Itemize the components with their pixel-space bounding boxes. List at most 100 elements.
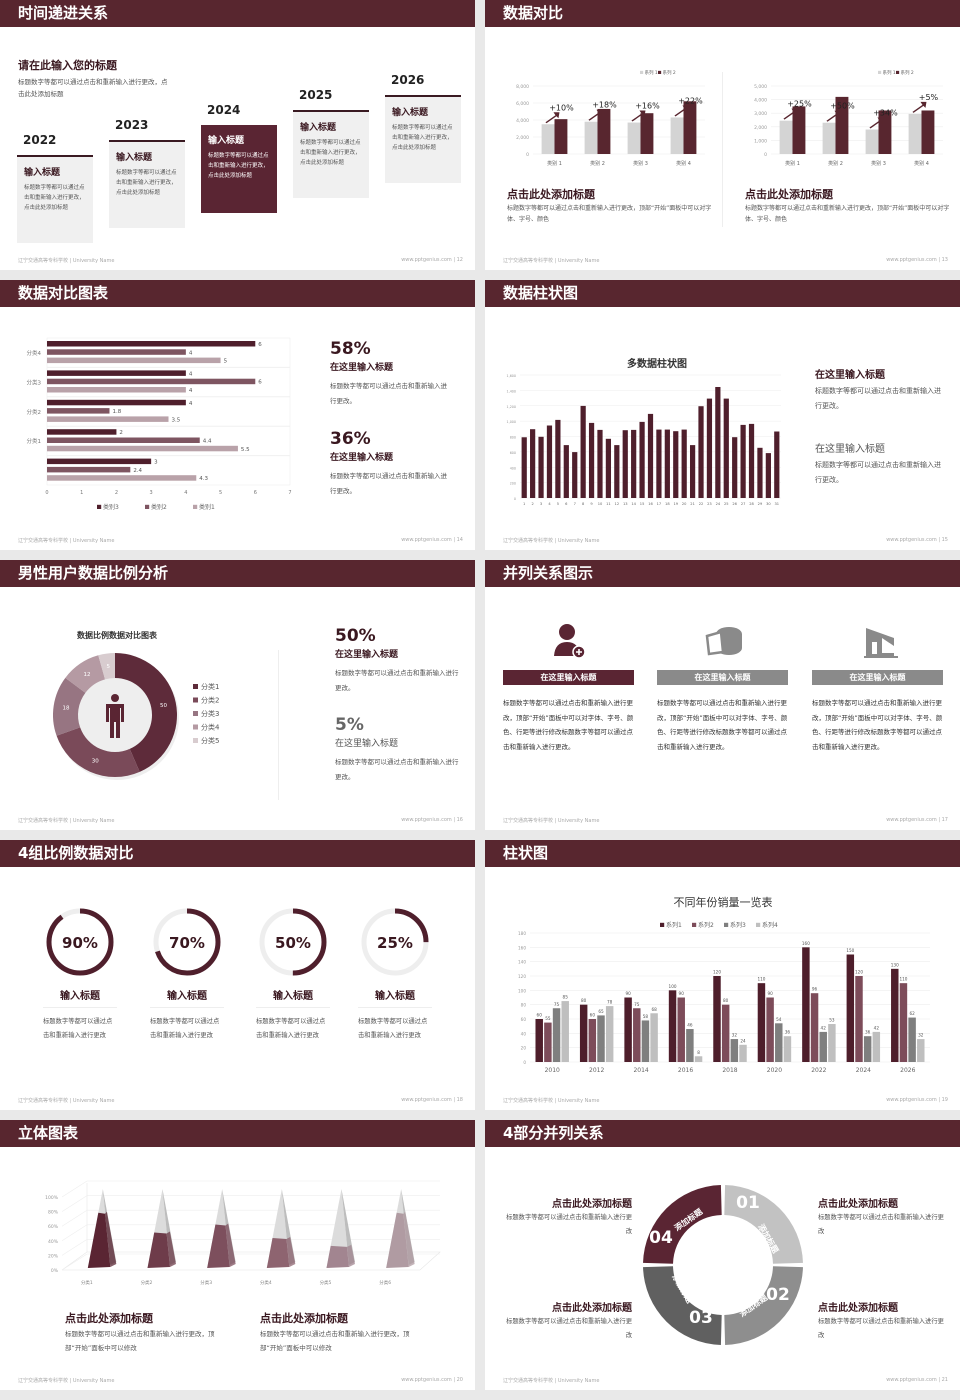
arrow-up-icon [912, 101, 927, 113]
data-label: 58 [643, 1014, 649, 1019]
data-label: 32 [732, 1033, 738, 1038]
x-tick-label: 6 [565, 502, 568, 506]
donut-slice [56, 727, 140, 777]
legend-swatch [97, 504, 102, 509]
data-label: 90 [679, 991, 685, 996]
legend-label: 类别1 [199, 503, 215, 511]
item-title: 输入标题 [60, 991, 100, 1002]
growth-label: +50% [830, 102, 855, 111]
x-tick-label: 分类6 [379, 1279, 391, 1286]
divider [150, 1007, 224, 1008]
footer-page: www.pptgenius.com | 12 [401, 257, 463, 263]
timeline-card-title: 输入标题 [116, 153, 153, 163]
chart-compare-left: 0 2,000 4,000 6,000 8,000 类别 1 +10% 类别 2 +18% 类别 … [516, 69, 705, 167]
bar [647, 413, 654, 498]
panel-heading: 点击此处添加标题 [507, 188, 595, 201]
note-desc: 标题数字等都可以通过点击和重新输入进行更改。 [815, 387, 941, 410]
bar [47, 349, 186, 355]
y-tick-label: 0% [51, 1268, 59, 1274]
y-tick-label: 800 [510, 436, 516, 440]
progress-ring: 25% [361, 908, 429, 976]
legend-swatch [193, 738, 198, 743]
ring-label: 50% [275, 934, 311, 952]
bar [588, 422, 595, 498]
divider [722, 72, 723, 227]
item-title-bar: 在这里输入标题 [657, 670, 788, 685]
timeline-card: 输入标题 标题数字等都可以通过点击和重新输入进行更改，点击此处添加标题 [201, 125, 277, 213]
item-text: 标题数字等都可以通过点击和重新输入进行更改，顶部“开始”面板中可以对字体、字号、… [503, 699, 634, 751]
x-tick-label: 31 [775, 502, 780, 506]
data-label: 150 [846, 948, 854, 953]
data-label: 5 [224, 359, 228, 365]
bar [872, 1031, 881, 1062]
donut-slice [115, 653, 177, 772]
footer-school: 辽宁交通高等专科学校 | University Name [503, 1378, 600, 1384]
donut-slice [98, 653, 115, 680]
y-tick-label: 2,000 [754, 125, 767, 131]
growth-label: +22% [678, 96, 703, 105]
growth-label: +16% [635, 102, 660, 111]
footer-page: www.pptgenius.com | 14 [401, 537, 463, 543]
chart-donut: 数据比例数据对比图表 50 分类1 30 分类2 18 分类3 12 分类4 5 分类5 [53, 630, 220, 780]
x-tick-label: 2018 [722, 1067, 737, 1074]
legend-label: 系列 2 [663, 69, 676, 76]
divider [358, 1007, 432, 1008]
bar [779, 120, 793, 154]
bar [579, 1004, 588, 1062]
x-tick-label: 2 [531, 502, 533, 506]
stat-desc: 标题数字等都可以通过点击和重新输入进行更改。 [330, 472, 447, 495]
chart-title: 数据比例数据对比图表 [77, 630, 158, 640]
chart-horizontal-bars: 0 1 2 3 4 5 6 7 分类4 6 4 5 分类3 4 6 4 分类2 4 1.8 3.5 分类1 2 4.4 5.5… [27, 337, 292, 511]
growth-label: +34% [873, 109, 898, 118]
data-label: 68 [651, 1007, 657, 1012]
legend-swatch [640, 70, 644, 74]
y-tick-label: 200 [510, 482, 516, 486]
bar [641, 1020, 650, 1062]
timeline-desc: 标题数字等都可以通过点击和重新输入进行更改，点击此处添加标题 [18, 78, 168, 98]
data-label: 3 [154, 460, 158, 466]
x-tick-label: 1 [80, 490, 83, 496]
male-user-icon [106, 694, 124, 738]
bar [580, 405, 586, 498]
footer-school: 辽宁交通高等专科学校 | University Name [503, 258, 600, 264]
bar [802, 947, 810, 1062]
segment-number: 02 [766, 1285, 790, 1305]
bar [891, 968, 899, 1062]
bar [715, 386, 721, 498]
legend-label: 分类4 [201, 723, 220, 732]
pyramid-fill-side [346, 1244, 355, 1267]
ring-fill [259, 908, 327, 976]
x-tick-label: 4 [184, 490, 187, 496]
slice-label: 18 [63, 706, 70, 712]
pyramid-fill-side [166, 1231, 176, 1267]
bar [597, 1015, 605, 1062]
arrow-up-icon [783, 108, 798, 120]
x-tick-label: 类别 2 [828, 160, 843, 167]
bar [783, 1036, 792, 1062]
data-label: 53 [829, 1018, 835, 1023]
bar [683, 101, 697, 154]
bar [605, 1006, 614, 1062]
y-tick-label: 6,000 [516, 101, 529, 107]
data-label: 24 [740, 1038, 746, 1043]
legend-label: 系列 1 [645, 69, 658, 76]
data-label: 85 [563, 995, 569, 1000]
segment-number: 03 [689, 1308, 713, 1328]
ring-label: 70% [169, 934, 205, 952]
bar [538, 436, 544, 498]
x-tick-label: 10 [598, 502, 603, 506]
data-label: 96 [812, 987, 818, 992]
x-tick-label: 2010 [545, 1067, 560, 1074]
arrow-up-icon [588, 109, 603, 121]
x-tick-label: 类别 1 [547, 160, 562, 167]
bar [541, 124, 555, 154]
data-label: 4 [189, 371, 193, 377]
y-tick-label: 1,000 [754, 138, 767, 144]
footer-page: www.pptgenius.com | 19 [886, 1097, 948, 1103]
note-title: 在这里输入标题 [815, 370, 885, 381]
item-text: 标题数字等都可以通过点击和重新输入进行更改，顶部“开始”面板中可以对字体、字号、… [812, 699, 943, 751]
bar [605, 438, 612, 498]
y-tick-label: 1,400 [507, 389, 516, 393]
data-label: 2.4 [133, 468, 142, 474]
